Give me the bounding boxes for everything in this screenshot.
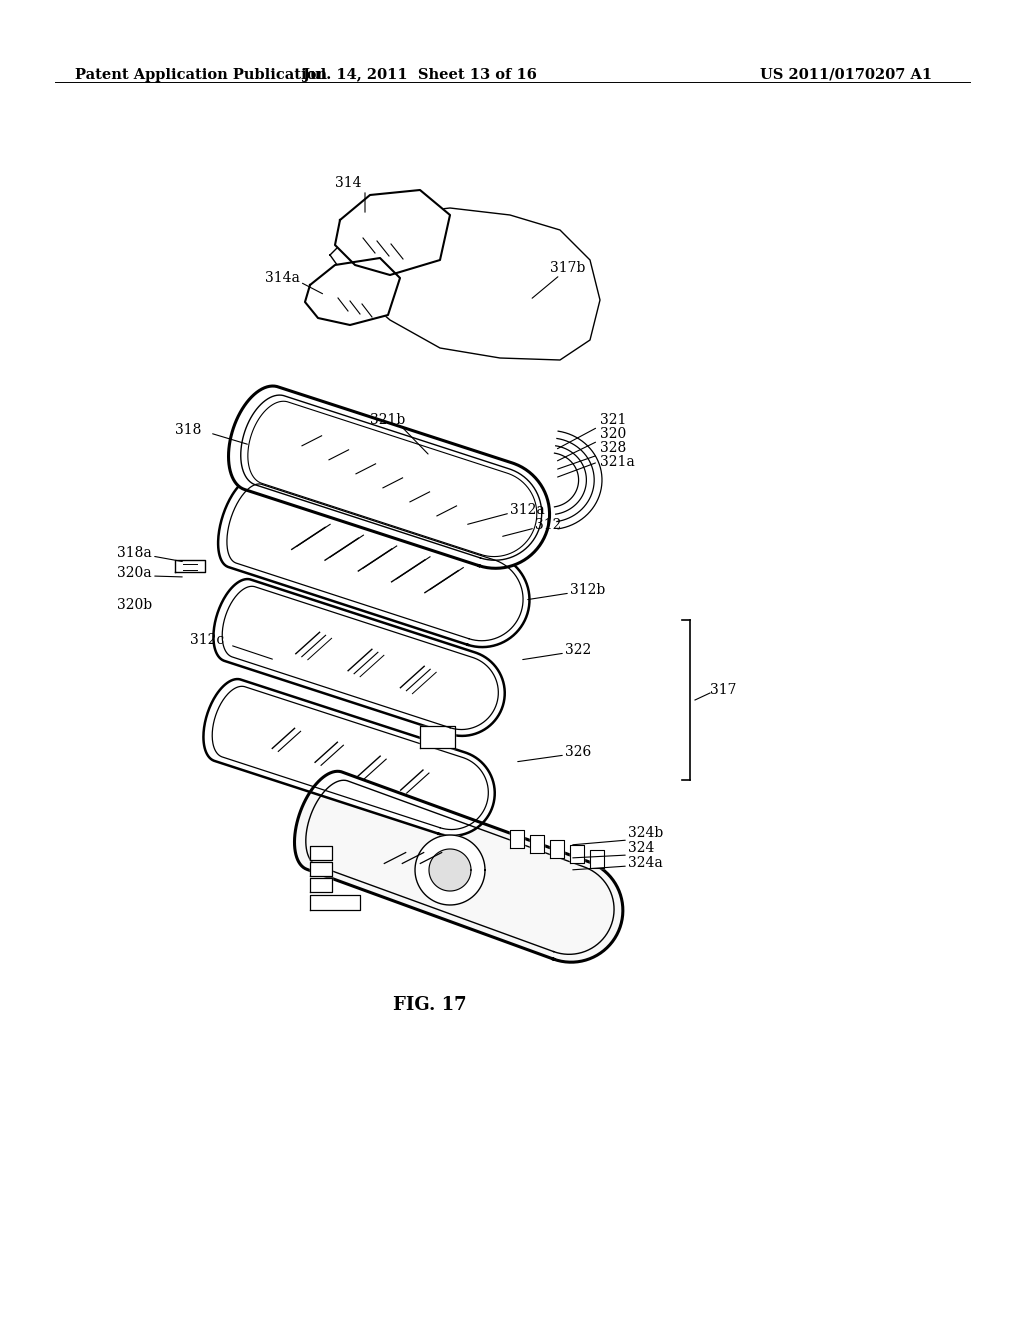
Text: 321: 321 [600,413,627,426]
Polygon shape [310,846,332,861]
Text: 324: 324 [628,841,654,855]
Text: 317b: 317b [550,261,586,275]
Text: US 2011/0170207 A1: US 2011/0170207 A1 [760,69,932,82]
Text: 312b: 312b [570,583,605,597]
Text: 320: 320 [600,426,627,441]
Text: 320b: 320b [117,598,152,612]
Polygon shape [335,190,450,275]
Text: 321b: 321b [370,413,406,426]
Polygon shape [310,862,332,876]
Text: 326: 326 [565,744,591,759]
Polygon shape [420,726,455,748]
Text: 321a: 321a [600,455,635,469]
Text: 314: 314 [335,176,361,190]
Polygon shape [590,850,604,869]
Text: Patent Application Publication: Patent Application Publication [75,69,327,82]
Polygon shape [530,836,544,853]
Polygon shape [204,678,495,836]
Text: 324b: 324b [628,826,664,840]
Text: 317: 317 [710,682,736,697]
Polygon shape [570,845,584,863]
Text: 322: 322 [565,643,591,657]
Text: 328: 328 [600,441,627,455]
Polygon shape [415,836,485,906]
Polygon shape [330,209,600,360]
Polygon shape [510,830,524,847]
Text: 318a: 318a [118,546,152,560]
Text: 320a: 320a [118,566,152,579]
Polygon shape [305,257,400,325]
Polygon shape [228,385,550,569]
Polygon shape [213,579,505,735]
Text: FIG. 17: FIG. 17 [393,997,467,1014]
Polygon shape [310,895,360,909]
Text: 324a: 324a [628,855,663,870]
Polygon shape [218,477,529,647]
Polygon shape [550,840,564,858]
Text: Jul. 14, 2011  Sheet 13 of 16: Jul. 14, 2011 Sheet 13 of 16 [303,69,537,82]
Text: 312c: 312c [190,634,224,647]
Polygon shape [429,849,471,891]
Polygon shape [175,560,205,572]
Text: 314a: 314a [265,271,300,285]
Polygon shape [295,771,623,962]
Text: 312: 312 [535,517,561,532]
Text: 318: 318 [175,422,202,437]
Text: 312a: 312a [510,503,545,517]
Polygon shape [310,878,332,892]
